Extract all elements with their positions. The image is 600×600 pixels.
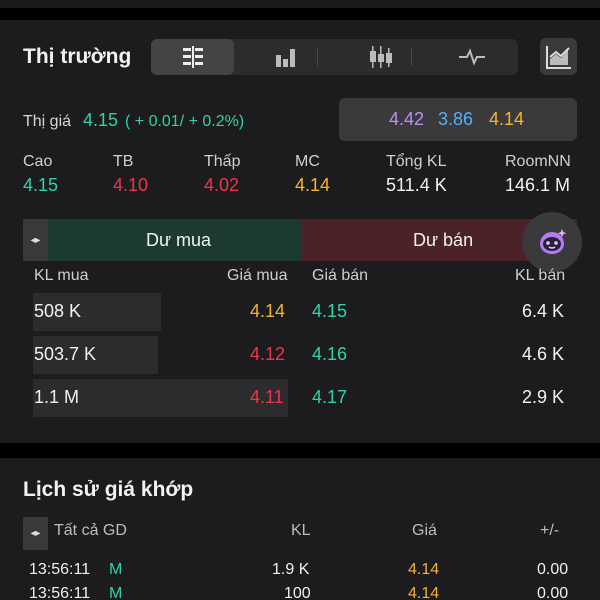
- sell-price: 4.16: [312, 344, 348, 364]
- view-tabs: [151, 39, 518, 75]
- top-strip: [0, 0, 600, 20]
- orderbook-icon: [182, 46, 203, 68]
- stat-low-value: 4.02: [204, 175, 240, 195]
- buy-vol: 508 K: [34, 301, 82, 321]
- history-time: 13:56:11: [29, 561, 91, 578]
- bar-chart-icon: [275, 49, 295, 67]
- expand-arrows-icon: ◂▸: [30, 234, 41, 246]
- expand-toggle[interactable]: ◂▸: [23, 219, 48, 261]
- thigia-value: 4.15: [83, 110, 119, 130]
- history-change: 0.00: [537, 561, 569, 578]
- history-change: 0.00: [537, 585, 569, 600]
- expand-arrows-icon: ◂▸: [30, 528, 41, 539]
- tab-candlestick[interactable]: [338, 39, 421, 75]
- tab-line-chart[interactable]: [430, 39, 513, 75]
- stat-mc-value: 4.14: [295, 175, 331, 195]
- orderbook-row[interactable]: 503.7 K 4.12 4.16 4.6 K: [0, 336, 600, 374]
- history-col-vol: KL: [291, 522, 311, 539]
- buy-price: 4.12: [250, 344, 286, 364]
- stat-low-label: Thấp: [204, 153, 241, 170]
- history-price: 4.14: [408, 561, 440, 578]
- history-vol: 1.9 K: [272, 561, 310, 578]
- history-side: M: [109, 561, 123, 578]
- line-chart-icon: [458, 48, 485, 66]
- sell-price: 4.17: [312, 387, 348, 407]
- history-expand-toggle[interactable]: ◂▸: [23, 517, 48, 550]
- stat-high-value: 4.15: [23, 175, 59, 195]
- buy-price: 4.14: [250, 301, 286, 321]
- thigia-label: Thị giá: [23, 113, 72, 130]
- history-vol: 100: [284, 585, 311, 600]
- assistant-button[interactable]: [522, 212, 582, 272]
- history-title: Lịch sử giá khớp: [23, 478, 194, 501]
- history-col-price: Giá: [412, 522, 437, 539]
- stat-avg-value: 4.10: [113, 175, 149, 195]
- area-chart-icon: [545, 45, 571, 69]
- ceiling-price: 4.42: [389, 109, 425, 129]
- sell-price: 4.15: [312, 301, 348, 321]
- stat-high-label: Cao: [23, 153, 53, 170]
- buy-vol: 503.7 K: [34, 344, 97, 364]
- buy-vol: 1.1 M: [34, 387, 80, 407]
- col-sell-vol: KL bán: [515, 267, 566, 284]
- orderbook-row[interactable]: 1.1 M 4.11 4.17 2.9 K: [0, 379, 600, 417]
- history-side: M: [109, 585, 123, 600]
- stat-room-label: RoomNN: [505, 153, 571, 170]
- chart-button[interactable]: [540, 38, 577, 75]
- history-filter[interactable]: Tất cả GD: [54, 522, 127, 539]
- reference-prices: 4.42 3.86 4.14: [339, 98, 577, 141]
- tab-bar-chart[interactable]: [244, 39, 327, 75]
- tab-orderbook[interactable]: [151, 39, 234, 75]
- buy-price: 4.11: [250, 387, 284, 407]
- buy-volume-bar: [33, 379, 288, 417]
- candlestick-icon: [369, 46, 392, 68]
- col-buy-price: Giá mua: [227, 267, 288, 284]
- reference-price: 4.14: [489, 109, 525, 129]
- col-sell-price: Giá bán: [312, 267, 369, 284]
- floor-price: 3.86: [438, 109, 474, 129]
- sell-vol: 2.9 K: [522, 387, 565, 407]
- buy-volume-bar: [33, 293, 161, 331]
- stat-total-vol-label: Tổng KL: [386, 153, 447, 170]
- orderbook-row[interactable]: 508 K 4.14 4.15 6.4 K: [0, 293, 600, 331]
- thigia-change: ( + 0.01/ + 0.2%): [125, 113, 245, 130]
- stat-room-value: 146.1 M: [505, 175, 571, 195]
- history-price: 4.14: [408, 585, 440, 600]
- buy-volume-bar: [33, 336, 158, 374]
- market-title: Thị trường: [23, 45, 132, 68]
- sell-vol: 4.6 K: [522, 344, 565, 364]
- match-history-card: Lịch sử giá khớp ◂▸ Tất cả GD KL Giá +/-…: [0, 458, 600, 600]
- buy-depth-label: Dư mua: [146, 230, 212, 250]
- bot-icon: [540, 229, 567, 254]
- market-card: Thị trường: [0, 20, 600, 443]
- col-buy-vol: KL mua: [34, 267, 89, 284]
- stat-total-vol-value: 511.4 K: [386, 175, 447, 195]
- sell-vol: 6.4 K: [522, 301, 565, 321]
- stat-avg-label: TB: [113, 153, 134, 170]
- stat-mc-label: MC: [295, 153, 320, 170]
- history-time: 13:56:11: [29, 585, 91, 600]
- buy-depth-header: Dư mua: [48, 219, 301, 261]
- history-col-change: +/-: [540, 522, 560, 539]
- sell-depth-label: Dư bán: [413, 230, 474, 250]
